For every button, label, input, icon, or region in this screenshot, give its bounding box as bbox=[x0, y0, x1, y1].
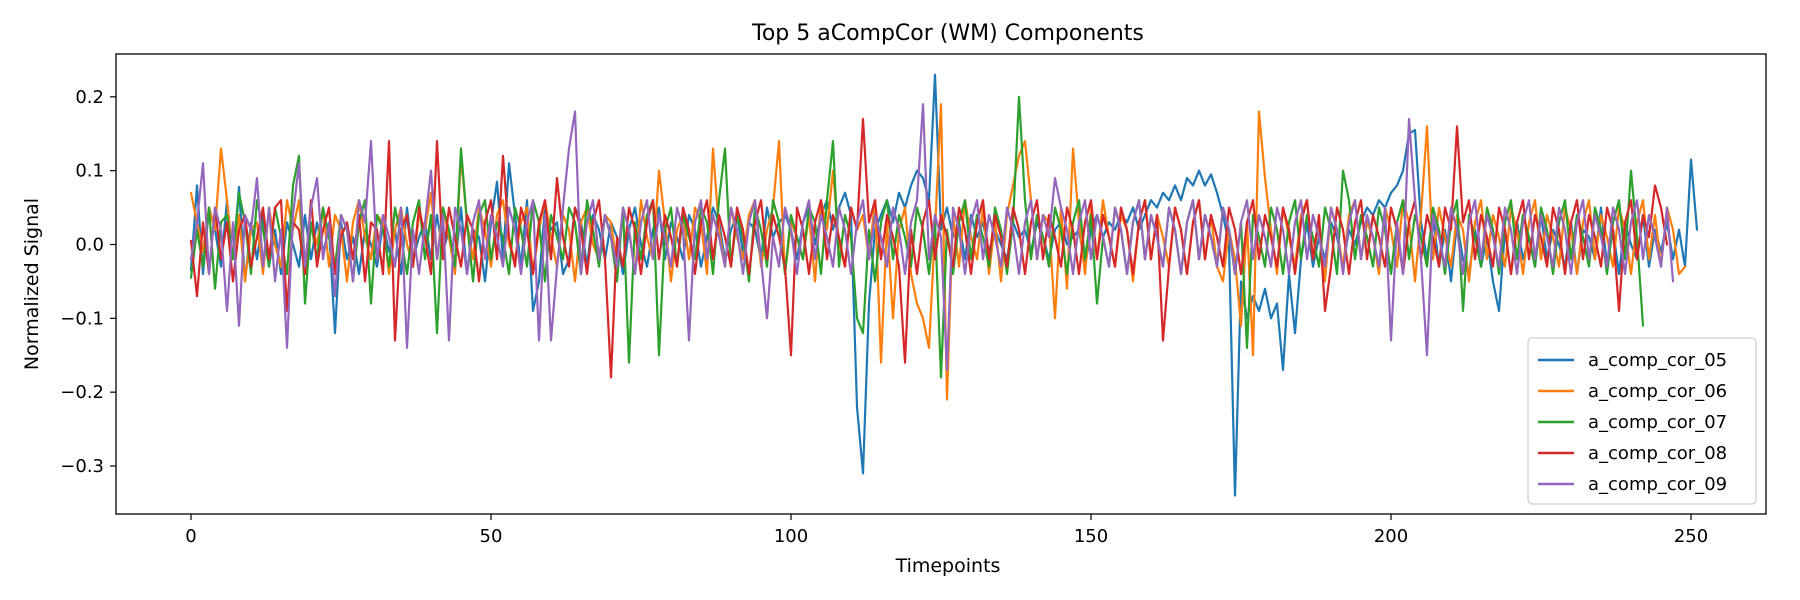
x-axis: 0 50 100 150 200 250 bbox=[185, 514, 1708, 547]
x-tick-label: 150 bbox=[1074, 526, 1108, 547]
x-tick-label: 200 bbox=[1374, 526, 1408, 547]
x-tick-label: 0 bbox=[185, 526, 196, 547]
x-tick-label: 50 bbox=[480, 526, 503, 547]
legend-label: a_comp_cor_07 bbox=[1588, 412, 1727, 433]
series-line-a-comp-cor-09 bbox=[189, 103, 1675, 372]
y-axis: −0.3 −0.2 −0.1 0.0 0.1 0.2 bbox=[60, 87, 116, 477]
legend-box bbox=[1527, 337, 1757, 505]
series-line-a-comp-cor-07 bbox=[189, 95, 1645, 379]
y-tick-label: −0.1 bbox=[60, 308, 104, 329]
y-tick-label: −0.2 bbox=[60, 382, 104, 403]
x-axis-label: Timepoints bbox=[895, 555, 1001, 577]
legend-label: a_comp_cor_05 bbox=[1588, 350, 1727, 371]
legend-label: a_comp_cor_06 bbox=[1588, 381, 1727, 402]
y-tick-label: 0.1 bbox=[75, 161, 104, 182]
legend: a_comp_cor_05 a_comp_cor_06 a_comp_cor_07a… bbox=[1527, 337, 1757, 505]
y-tick-label: −0.3 bbox=[60, 456, 104, 477]
legend-label: a_comp_cor_09 bbox=[1588, 474, 1727, 495]
chart-title: Top 5 aCompCor (WM) Components bbox=[751, 21, 1144, 46]
x-tick-label: 250 bbox=[1674, 526, 1708, 547]
y-tick-label: 0.0 bbox=[75, 234, 104, 255]
x-tick-label: 100 bbox=[774, 526, 808, 547]
legend-label: a_comp_cor_08 bbox=[1588, 443, 1727, 464]
plot-frame bbox=[115, 53, 1767, 515]
series-layer bbox=[189, 73, 1699, 497]
y-axis-label: Normalized Signal bbox=[21, 198, 43, 370]
y-tick-label: 0.2 bbox=[75, 87, 104, 108]
